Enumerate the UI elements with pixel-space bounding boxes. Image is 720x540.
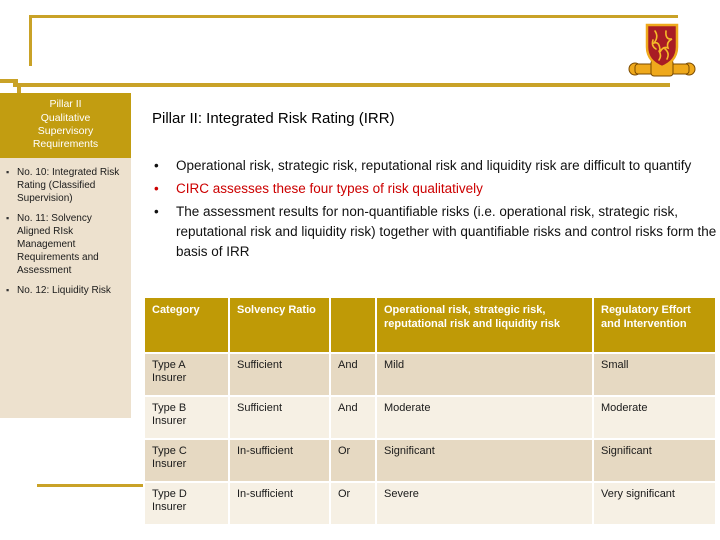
table-header-cell: Regulatory Effort and Intervention: [594, 298, 715, 352]
table-cell: Moderate: [377, 397, 592, 438]
gold-divider-line: [13, 83, 670, 87]
table-cell: And: [331, 354, 375, 395]
table-cell: Severe: [377, 483, 592, 524]
table-cell: In-sufficient: [230, 483, 329, 524]
table-cell: Significant: [377, 440, 592, 481]
table-cell: Or: [331, 483, 375, 524]
sidebar-list-item: No. 11: Solvency Aligned RIsk Management…: [6, 212, 123, 277]
content-bullet: Operational risk, strategic risk, reputa…: [152, 156, 720, 176]
content-bullet: CIRC assesses these four types of risk q…: [152, 179, 720, 199]
table-cell: Sufficient: [230, 354, 329, 395]
table-cell: Type A Insurer: [145, 354, 228, 395]
gold-divider-connector: [17, 87, 21, 95]
table-header-row: Category Solvency Ratio Operational risk, …: [145, 298, 715, 352]
table-cell: Significant: [594, 440, 715, 481]
sidebar-header: Pillar II Qualitative Supervisory Requir…: [0, 93, 131, 158]
table-cell: Very significant: [594, 483, 715, 524]
table-cell: And: [331, 397, 375, 438]
content-bullet-list: Operational risk, strategic risk, reputa…: [152, 156, 720, 265]
gold-frame-left-line: [29, 15, 32, 66]
table-cell: Small: [594, 354, 715, 395]
sidebar-list: No. 10: Integrated Risk Rating (Classifi…: [6, 166, 123, 297]
table-cell: Type B Insurer: [145, 397, 228, 438]
crest-icon: [628, 23, 696, 77]
table-cell: Moderate: [594, 397, 715, 438]
university-crest-logo: [626, 20, 698, 82]
table-header-cell: Category: [145, 298, 228, 352]
sidebar-list-item: No. 12: Liquidity Risk: [6, 284, 123, 297]
gold-divider-left-cap: [0, 79, 18, 83]
gold-accent-bottom-line: [37, 484, 143, 487]
table-row: Type C Insurer In-sufficient Or Significant…: [145, 440, 715, 481]
table-cell: Sufficient: [230, 397, 329, 438]
sidebar-list-item: No. 10: Integrated Risk Rating (Classifi…: [6, 166, 123, 205]
content-bullet: The assessment results for non-quantifia…: [152, 202, 720, 262]
table-row: Type A Insurer Sufficient And Mild Small: [145, 354, 715, 395]
table-cell: Mild: [377, 354, 592, 395]
table-cell: Type D Insurer: [145, 483, 228, 524]
table-header-cell: [331, 298, 375, 352]
table-header-cell: Operational risk, strategic risk, reputa…: [377, 298, 592, 352]
table-row: Type B Insurer Sufficient And Moderate Moder…: [145, 397, 715, 438]
sidebar-header-title: Pillar II: [49, 98, 82, 110]
table-row: Type D Insurer In-sufficient Or Severe Very …: [145, 483, 715, 524]
table-cell: Type C Insurer: [145, 440, 228, 481]
risk-rating-table: Category Solvency Ratio Operational risk, …: [143, 296, 717, 526]
sidebar: Pillar II Qualitative Supervisory Requir…: [0, 93, 131, 418]
slide-title: Pillar II: Integrated Risk Rating (IRR): [152, 110, 395, 127]
sidebar-header-subtitle: Qualitative Supervisory Requirements: [32, 112, 99, 150]
table-header-cell: Solvency Ratio: [230, 298, 329, 352]
gold-frame-top-line: [29, 15, 678, 18]
table-cell: Or: [331, 440, 375, 481]
table-cell: In-sufficient: [230, 440, 329, 481]
